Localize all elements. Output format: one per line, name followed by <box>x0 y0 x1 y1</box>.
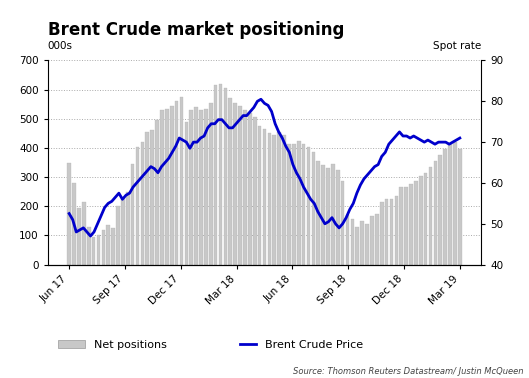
Bar <box>224 88 227 265</box>
Bar <box>355 227 359 265</box>
Bar <box>150 130 154 265</box>
Bar <box>312 152 315 265</box>
Bar <box>282 135 286 265</box>
Bar <box>218 84 222 265</box>
Bar <box>258 126 261 265</box>
Bar <box>399 187 403 265</box>
Bar <box>102 229 105 265</box>
Bar <box>351 219 354 265</box>
Bar <box>297 141 300 265</box>
Bar <box>380 202 384 265</box>
Bar <box>121 198 125 265</box>
Bar <box>238 106 242 265</box>
Bar <box>263 129 266 265</box>
Bar <box>395 196 398 265</box>
Text: Brent Crude market positioning: Brent Crude market positioning <box>48 22 344 39</box>
Bar <box>136 147 139 265</box>
Bar <box>428 167 432 265</box>
Bar <box>341 181 344 265</box>
Bar <box>126 192 130 265</box>
Bar <box>292 144 296 265</box>
Text: Spot rate: Spot rate <box>433 41 481 51</box>
Bar <box>233 103 237 265</box>
Bar <box>72 183 76 265</box>
Bar <box>214 85 217 265</box>
Bar <box>458 149 462 265</box>
Bar <box>199 110 203 265</box>
Bar <box>365 224 369 265</box>
Bar <box>360 221 364 265</box>
Bar <box>229 98 232 265</box>
Bar <box>243 110 247 265</box>
Bar <box>82 202 86 265</box>
Bar <box>248 113 252 265</box>
Bar <box>414 181 418 265</box>
Bar <box>170 106 174 265</box>
Bar <box>453 142 457 265</box>
Bar <box>204 108 208 265</box>
Bar <box>87 227 90 265</box>
Bar <box>336 170 340 265</box>
Bar <box>253 117 257 265</box>
Bar <box>141 142 144 265</box>
Bar <box>419 176 423 265</box>
Bar <box>443 149 447 265</box>
Bar <box>145 132 149 265</box>
Bar <box>390 199 393 265</box>
Bar <box>175 101 178 265</box>
Bar <box>189 110 193 265</box>
Bar <box>375 214 379 265</box>
Bar <box>180 97 184 265</box>
Bar <box>268 133 271 265</box>
Bar <box>116 206 120 265</box>
Bar <box>370 217 374 265</box>
Bar <box>321 166 325 265</box>
Bar <box>185 122 188 265</box>
Bar <box>131 164 134 265</box>
Bar <box>67 163 71 265</box>
Text: 000s: 000s <box>48 41 72 51</box>
Bar <box>155 120 159 265</box>
Bar <box>106 225 110 265</box>
Bar <box>424 173 427 265</box>
Bar <box>404 187 408 265</box>
Bar <box>302 144 305 265</box>
Bar <box>307 147 311 265</box>
Bar <box>448 144 452 265</box>
Bar <box>345 215 349 265</box>
Bar <box>165 108 169 265</box>
Legend: Brent Crude Price: Brent Crude Price <box>235 335 368 354</box>
Bar <box>331 164 335 265</box>
Bar <box>277 132 281 265</box>
Bar <box>326 168 330 265</box>
Bar <box>160 110 164 265</box>
Bar <box>209 103 213 265</box>
Bar <box>409 184 413 265</box>
Legend: Net positions: Net positions <box>53 335 171 354</box>
Bar <box>272 135 276 265</box>
Bar <box>77 208 81 265</box>
Bar <box>97 235 101 265</box>
Bar <box>194 107 198 265</box>
Bar <box>316 161 320 265</box>
Text: Source: Thomson Reuters Datastream/ Justin McQueen: Source: Thomson Reuters Datastream/ Just… <box>293 367 524 376</box>
Bar <box>92 237 95 265</box>
Bar <box>385 199 388 265</box>
Bar <box>111 228 115 265</box>
Bar <box>439 155 442 265</box>
Bar <box>434 161 437 265</box>
Bar <box>287 144 291 265</box>
